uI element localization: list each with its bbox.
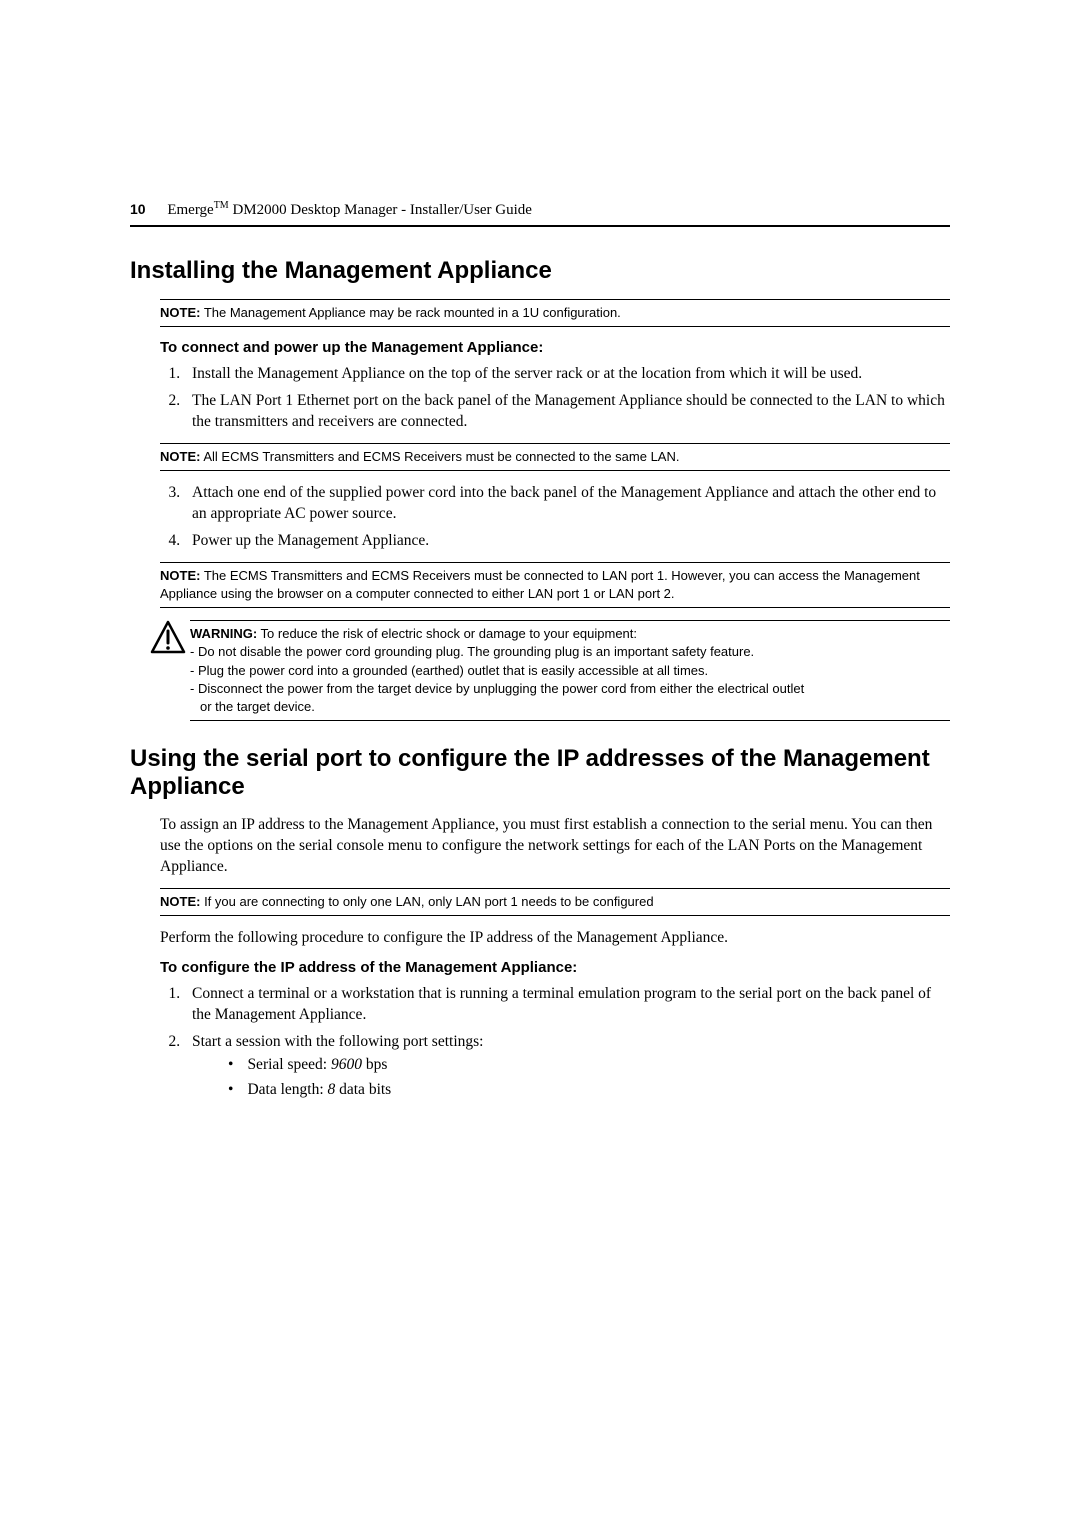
warning-label: WARNING: (190, 626, 257, 641)
note-text: The Management Appliance may be rack mou… (200, 305, 620, 320)
trademark-superscript: TM (214, 200, 229, 211)
section-heading-serial: Using the serial port to configure the I… (130, 745, 950, 801)
list-item: Data length: 8 data bits (220, 1080, 950, 1101)
note-lan-port1: NOTE: The ECMS Transmitters and ECMS Rec… (160, 562, 950, 608)
note-same-lan: NOTE: All ECMS Transmitters and ECMS Rec… (160, 443, 950, 471)
bullet-prefix: Serial speed: (247, 1056, 331, 1073)
section2-body: To assign an IP address to the Managemen… (160, 815, 950, 1100)
steps-list-3: Connect a terminal or a workstation that… (160, 984, 950, 1101)
section-heading-install: Installing the Management Appliance (130, 257, 950, 285)
note-one-lan: NOTE: If you are connecting to only one … (160, 888, 950, 916)
list-item: Serial speed: 9600 bps (220, 1055, 950, 1076)
list-item: Install the Management Appliance on the … (184, 364, 950, 385)
warning-intro: To reduce the risk of electric shock or … (257, 626, 637, 641)
warning-bullet: - Do not disable the power cord groundin… (190, 643, 950, 661)
warning-bullet-cont: or the target device. (190, 698, 950, 716)
product-name-rest: DM2000 Desktop Manager - Installer/User … (229, 202, 532, 218)
list-item: Start a session with the following port … (184, 1032, 950, 1101)
warning-block: WARNING: To reduce the risk of electric … (150, 620, 950, 721)
note-text: If you are connecting to only one LAN, o… (200, 894, 653, 909)
list-item: Attach one end of the supplied power cor… (184, 483, 950, 525)
note-label: NOTE: (160, 568, 200, 583)
note-text: All ECMS Transmitters and ECMS Receivers… (200, 449, 679, 464)
bullet-suffix: data bits (335, 1081, 391, 1098)
subheading-connect-power: To connect and power up the Management A… (160, 339, 950, 356)
list-item: Connect a terminal or a workstation that… (184, 984, 950, 1026)
list-item: The LAN Port 1 Ethernet port on the back… (184, 391, 950, 433)
list-item: Power up the Management Appliance. (184, 531, 950, 552)
steps-list-1: Install the Management Appliance on the … (160, 364, 950, 433)
note-label: NOTE: (160, 894, 200, 909)
bullet-prefix: Data length: (247, 1081, 327, 1098)
warning-text: WARNING: To reduce the risk of electric … (190, 620, 950, 721)
note-label: NOTE: (160, 305, 200, 320)
bullet-suffix: bps (362, 1056, 387, 1073)
warning-icon (150, 620, 188, 661)
page-header: 10 EmergeTM DM2000 Desktop Manager - Ins… (130, 200, 950, 227)
note-text: The ECMS Transmitters and ECMS Receivers… (160, 568, 920, 601)
step-text: Start a session with the following port … (192, 1033, 483, 1050)
note-label: NOTE: (160, 449, 200, 464)
document-page: 10 EmergeTM DM2000 Desktop Manager - Ins… (0, 0, 1080, 1171)
paragraph: Perform the following procedure to confi… (160, 928, 950, 949)
warning-bullet: - Disconnect the power from the target d… (190, 680, 950, 698)
bullet-value: 9600 (331, 1056, 362, 1073)
subheading-configure-ip: To configure the IP address of the Manag… (160, 959, 950, 976)
page-number: 10 (130, 201, 146, 217)
section1-body: NOTE: The Management Appliance may be ra… (160, 299, 950, 721)
warning-bullet: - Plug the power cord into a grounded (e… (190, 662, 950, 680)
bullet-list: Serial speed: 9600 bps Data length: 8 da… (220, 1055, 950, 1101)
note-rack-mount: NOTE: The Management Appliance may be ra… (160, 299, 950, 327)
steps-list-2: Attach one end of the supplied power cor… (160, 483, 950, 552)
paragraph: To assign an IP address to the Managemen… (160, 815, 950, 878)
product-name-prefix: Emerge (167, 202, 213, 218)
